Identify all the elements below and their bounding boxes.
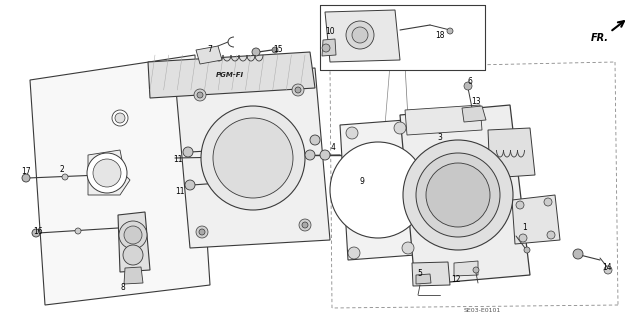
Circle shape (519, 234, 527, 242)
Circle shape (292, 84, 304, 96)
Circle shape (196, 226, 208, 238)
Circle shape (115, 113, 125, 123)
Text: 12: 12 (451, 276, 461, 285)
Text: 16: 16 (33, 227, 43, 236)
Circle shape (403, 140, 513, 250)
Circle shape (402, 242, 414, 254)
Circle shape (416, 153, 500, 237)
Text: 18: 18 (435, 32, 445, 41)
Text: 4: 4 (331, 144, 335, 152)
Circle shape (464, 82, 472, 90)
Circle shape (252, 48, 260, 56)
Text: 15: 15 (273, 46, 283, 55)
Text: 10: 10 (325, 27, 335, 36)
Polygon shape (325, 10, 400, 62)
Circle shape (544, 198, 552, 206)
Polygon shape (196, 46, 222, 64)
Circle shape (123, 245, 143, 265)
Text: 13: 13 (471, 98, 481, 107)
Circle shape (93, 159, 121, 187)
Polygon shape (88, 150, 130, 195)
Text: 11: 11 (173, 155, 183, 165)
Circle shape (346, 21, 374, 49)
Text: 8: 8 (120, 283, 125, 292)
Circle shape (302, 222, 308, 228)
Circle shape (447, 28, 453, 34)
Circle shape (348, 247, 360, 259)
Text: 5: 5 (417, 270, 422, 278)
Circle shape (330, 142, 426, 238)
Polygon shape (416, 274, 431, 284)
Circle shape (573, 249, 583, 259)
Text: PGM-FI: PGM-FI (216, 72, 244, 78)
Circle shape (604, 266, 612, 274)
Circle shape (516, 201, 524, 209)
Circle shape (213, 118, 293, 198)
Circle shape (320, 150, 330, 160)
Circle shape (305, 150, 315, 160)
Text: 1: 1 (523, 224, 527, 233)
Polygon shape (400, 105, 530, 285)
Circle shape (124, 226, 142, 244)
Circle shape (87, 153, 127, 193)
Circle shape (183, 147, 193, 157)
Polygon shape (454, 261, 478, 276)
Circle shape (197, 92, 203, 98)
Text: 11: 11 (175, 188, 185, 197)
Polygon shape (405, 105, 482, 135)
Circle shape (310, 135, 320, 145)
Circle shape (75, 228, 81, 234)
Circle shape (91, 157, 123, 189)
Circle shape (547, 231, 555, 239)
Text: 9: 9 (360, 177, 364, 187)
Text: 6: 6 (468, 78, 472, 86)
Polygon shape (512, 195, 560, 244)
Polygon shape (412, 262, 450, 286)
Text: 7: 7 (207, 46, 212, 55)
Circle shape (194, 89, 206, 101)
Polygon shape (30, 55, 210, 305)
Circle shape (112, 110, 128, 126)
Polygon shape (148, 52, 315, 98)
FancyBboxPatch shape (320, 5, 485, 70)
Circle shape (473, 267, 479, 273)
Text: 17: 17 (21, 167, 31, 176)
Text: 2: 2 (60, 166, 65, 174)
Circle shape (119, 221, 147, 249)
Circle shape (299, 219, 311, 231)
Circle shape (185, 180, 195, 190)
Circle shape (295, 87, 301, 93)
Circle shape (524, 247, 530, 253)
Text: SE03-E0101: SE03-E0101 (463, 308, 500, 313)
Text: 14: 14 (602, 263, 612, 272)
Polygon shape (462, 106, 486, 122)
Text: 3: 3 (438, 133, 442, 143)
Circle shape (32, 229, 40, 237)
Polygon shape (124, 267, 143, 284)
Circle shape (346, 127, 358, 139)
Circle shape (426, 163, 490, 227)
Circle shape (199, 229, 205, 235)
Circle shape (62, 174, 68, 180)
Circle shape (352, 27, 368, 43)
Polygon shape (118, 212, 150, 272)
Polygon shape (322, 39, 336, 56)
Polygon shape (340, 120, 415, 260)
Circle shape (272, 47, 278, 53)
Polygon shape (488, 128, 535, 178)
Circle shape (394, 122, 406, 134)
Circle shape (201, 106, 305, 210)
Circle shape (22, 174, 30, 182)
Circle shape (97, 163, 117, 183)
Circle shape (322, 44, 330, 52)
Text: FR.: FR. (591, 33, 609, 43)
Polygon shape (175, 68, 330, 248)
